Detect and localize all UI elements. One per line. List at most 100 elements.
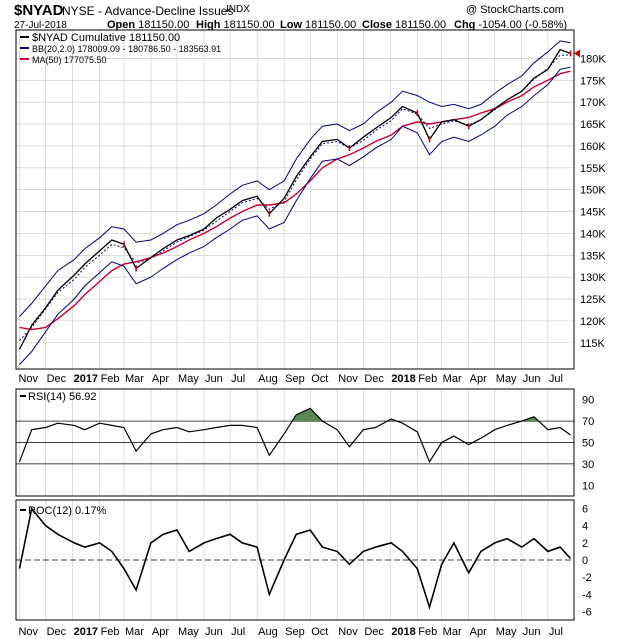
rsi-panel: 10 30 50 70 90 RSI(14) 56.92	[15, 388, 594, 497]
roc-x-tick-label: Jun	[523, 626, 541, 638]
roc-panel: -6 -4 -2 0 2 4 6 ROC(12) 0.17%	[15, 499, 592, 621]
close-stat: Close 181150.00	[362, 19, 446, 31]
price-x-tick-label: Jul	[549, 373, 563, 385]
brand-label: @ StockCharts.com	[466, 4, 564, 16]
roc-y-tick-label: -4	[582, 589, 592, 601]
price-y-tick-label: 165K	[580, 119, 606, 131]
change-stat: Chg -1054.00 (-0.58%)	[454, 19, 567, 31]
price-x-tick-label: Feb	[418, 373, 437, 385]
bb-upper-line	[19, 40, 571, 317]
roc-x-tick-label: 2018	[391, 626, 415, 638]
price-x-tick-label: Oct	[311, 373, 328, 385]
low-label: Low	[280, 19, 302, 31]
open-value: 181150.00	[138, 19, 190, 31]
roc-x-tick-label: Jul	[549, 626, 563, 638]
price-x-tick-label: Dec	[47, 373, 67, 385]
price-x-tick-label: 2017	[74, 373, 98, 385]
chart-date: 27-Jul-2018	[14, 20, 67, 31]
price-x-tick-label: Dec	[364, 373, 384, 385]
price-y-tick-label: 150K	[580, 185, 606, 197]
rsi-y-tick-label: 10	[582, 480, 594, 492]
price-y-tick-label: 160K	[580, 141, 606, 153]
roc-x-tick-label: Aug	[258, 626, 278, 638]
price-x-tick-label: Nov	[18, 373, 38, 385]
roc-line	[18, 506, 572, 610]
price-line	[18, 48, 571, 350]
price-x-tick-label: Jul	[231, 373, 245, 385]
close-label: Close	[362, 19, 392, 31]
exchange-label: INDX	[226, 4, 250, 15]
roc-y-tick-label: 2	[582, 538, 588, 550]
price-x-tick-label: Nov	[338, 373, 358, 385]
roc-y-tick-label: 4	[582, 521, 588, 533]
price-x-tick-label: Mar	[443, 373, 462, 385]
roc-frame	[15, 499, 575, 621]
roc-y-tick-label: -2	[582, 572, 592, 584]
price-x-tick-label: Apr	[152, 373, 169, 385]
roc-x-tick-label: Nov	[338, 626, 358, 638]
roc-x-tick-label: Mar	[443, 626, 462, 638]
roc-y-tick-label: -6	[582, 606, 592, 618]
roc-x-tick-label: Apr	[152, 626, 169, 638]
price-x-tick-label: 2018	[391, 373, 415, 385]
open-stat: Open 181150.00	[107, 19, 189, 31]
legend-entry: BB(20,2.0) 178009.09 - 180786.50 - 18356…	[32, 44, 221, 54]
high-label: High	[196, 19, 221, 31]
rsi-y-tick-label: 70	[582, 416, 594, 428]
change-label: Chg	[454, 19, 476, 31]
price-y-tick-label: 125K	[580, 294, 606, 306]
rsi-overbought-fill	[292, 408, 539, 422]
open-label: Open	[107, 19, 136, 31]
legend-entry: $NYAD Cumulative 181150.00	[32, 32, 180, 44]
roc-x-tick-label: 2017	[74, 626, 98, 638]
price-x-tick-label: Jun	[205, 373, 223, 385]
roc-y-tick-label: 6	[582, 504, 588, 516]
legend-entry: MA(50) 177075.50	[32, 55, 107, 65]
chart-name: NYSE - Advance-Decline Issues	[62, 4, 234, 18]
low-stat: Low 181150.00	[280, 19, 356, 31]
roc-x-tick-label: Feb	[101, 626, 120, 638]
price-y-tick-label: 140K	[580, 228, 606, 240]
close-value: 181150.00	[394, 19, 447, 31]
price-y-tick-label: 155K	[580, 163, 606, 175]
rsi-y-tick-label: 90	[582, 395, 594, 407]
price-x-tick-label: May	[178, 373, 199, 385]
chart-symbol: $NYAD	[14, 2, 64, 19]
roc-x-tick-label: May	[496, 626, 517, 638]
price-y-tick-label: 170K	[580, 97, 606, 109]
roc-x-tick-label: Dec	[364, 626, 384, 638]
last-price-marker	[574, 49, 580, 58]
roc-y-tick-label: 0	[582, 555, 588, 567]
roc-x-tick-label: Dec	[47, 626, 67, 638]
roc-x-tick-label: Feb	[418, 626, 437, 638]
rsi-line	[18, 407, 571, 464]
price-y-tick-label: 135K	[580, 250, 606, 262]
price-y-tick-label: 180K	[580, 53, 606, 65]
roc-legend: ROC(12) 0.17%	[28, 505, 106, 517]
roc-x-tick-label: Oct	[311, 626, 328, 638]
rsi-y-tick-label: 50	[582, 438, 594, 450]
price-x-tick-label: Sep	[285, 373, 305, 385]
rsi-legend: RSI(14) 56.92	[28, 391, 96, 403]
roc-x-tick-label: Mar	[125, 626, 144, 638]
price-x-tick-label: Aug	[258, 373, 278, 385]
ma50-line	[19, 70, 571, 331]
roc-x-tick-label: Apr	[470, 626, 487, 638]
price-x-tick-label: Mar	[125, 373, 144, 385]
roc-x-tick-label: Jun	[205, 626, 223, 638]
rsi-frame	[15, 388, 575, 497]
price-y-tick-label: 120K	[580, 316, 606, 328]
price-y-tick-label: 175K	[580, 75, 606, 87]
price-y-tick-label: 130K	[580, 272, 606, 284]
high-value: 181150.00	[223, 19, 275, 31]
roc-x-tick-label: Jul	[231, 626, 245, 638]
low-value: 181150.00	[305, 19, 357, 31]
price-x-tick-label: May	[496, 373, 517, 385]
price-frame	[15, 29, 575, 370]
price-y-tick-label: 145K	[580, 207, 606, 219]
bb-lower-line	[19, 66, 571, 365]
roc-x-tick-label: Nov	[18, 626, 38, 638]
price-x-tick-label: Apr	[470, 373, 487, 385]
bb-middle-line	[19, 54, 571, 341]
